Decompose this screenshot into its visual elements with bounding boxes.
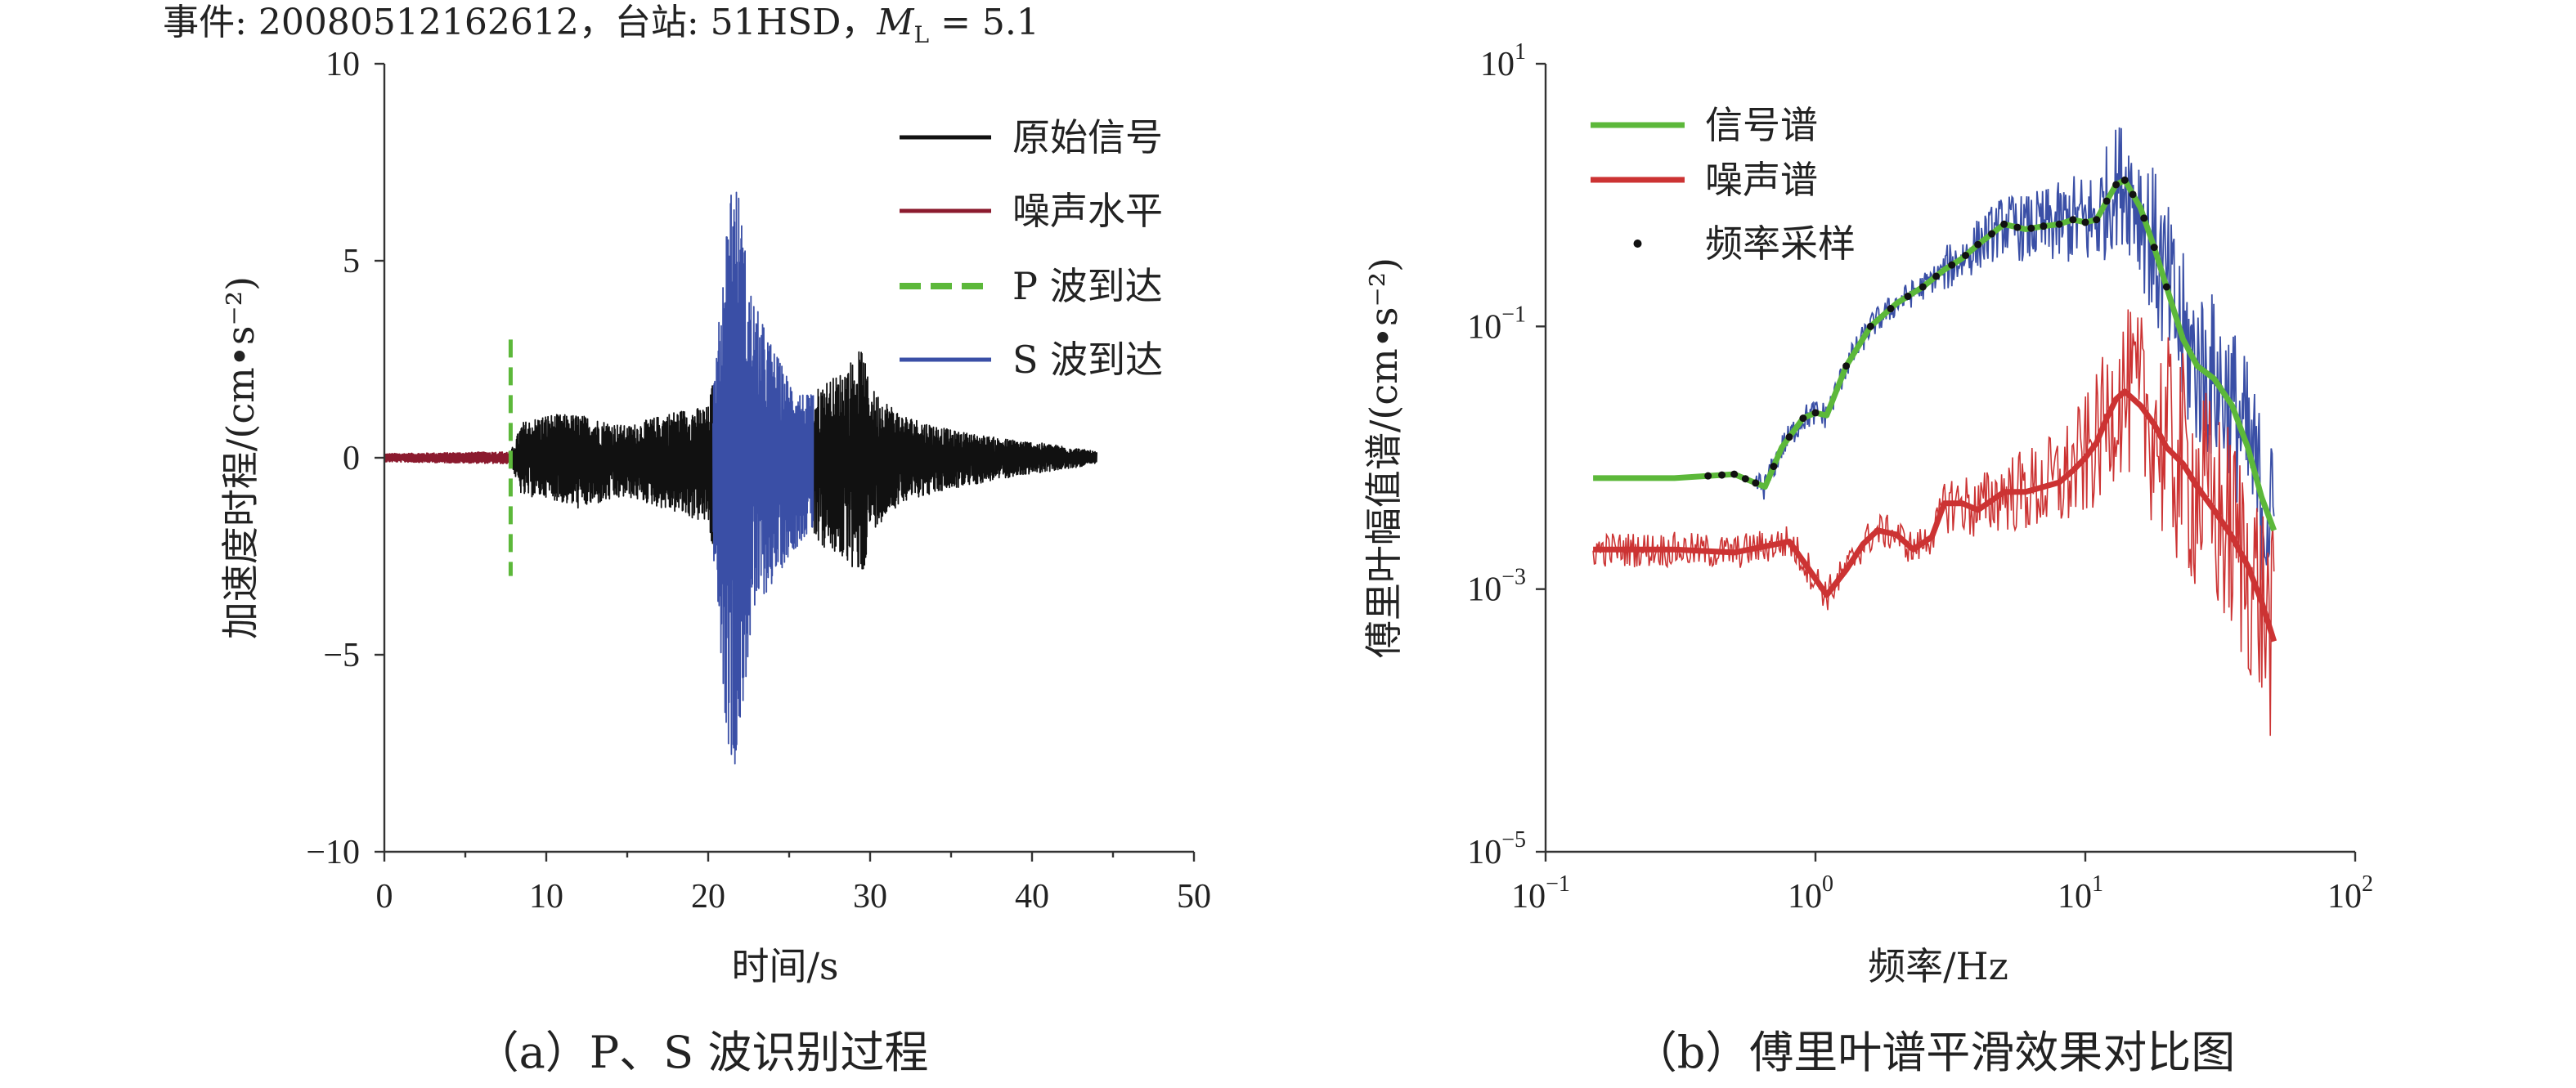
frequency-sample-point [1741,475,1749,483]
chart-a-title: 事件: 20080512162612，台站: 51HSD，ML = 5.1 [163,2,1039,48]
chart-a-y-tick-label: 0 [343,440,360,477]
chart-a-axes: 0 10 20 30 40 50 −10 −5 0 5 10 [306,46,1211,916]
frequency-sample-point [1948,261,1956,269]
frequency-sample-point [2150,244,2158,252]
legend-label-2: 噪声水平 [1012,189,1163,233]
legend-label-1: 原始信号 [1012,115,1163,159]
noise-level-trace [383,450,512,464]
chart-a-x-tick-label: 50 [1177,878,1211,916]
frequency-sample-point [1988,230,1996,238]
frequency-sample-point [1974,240,1982,248]
chart-b-ylabel: 傅里叶幅值谱/(cm•s⁻²) [1362,257,1406,658]
chart-b-y-tick-label: 10−5 [1467,827,1526,871]
frequency-sample-point [2081,218,2089,226]
chart-a-y-tick-label: −5 [323,637,360,674]
frequency-sample-point [1770,463,1778,471]
chart-b-y-tick-label: 10−3 [1467,565,1526,609]
chart-b-x-tick-label: 100 [1788,871,1833,916]
frequency-sample-point [2000,220,2008,228]
chart-a-x-tick-label: 30 [853,878,887,916]
legend-b-label-2: 噪声谱 [1705,158,1818,202]
frequency-sample-point [2027,224,2035,232]
frequency-sample-point [2103,197,2111,205]
frequency-sample-point [2069,216,2077,224]
chart-a-caption: （a）P、S 波识别过程 [475,1027,929,1078]
chart-b-caption: （b）傅里叶谱平滑效果对比图 [1633,1027,2236,1078]
frequency-sample-point [1842,362,1851,370]
chart-a-title-mag-sub: L [913,21,929,48]
chart-b-x-tick-label: 102 [2327,871,2373,916]
frequency-sample-point [2055,220,2063,228]
chart-a-y-tick-label: 5 [343,243,360,280]
noise-spectrum-line [1593,388,2278,643]
frequency-sample-point [2013,223,2022,231]
frequency-sample-point [1887,305,1895,313]
chart-a: 事件: 20080512162612，台站: 51HSD，ML = 5.1 0 1… [163,2,1211,1078]
legend-b-label-3: 频率采样 [1705,222,1856,266]
frequency-sample-point [2140,214,2148,222]
chart-b-y-tick-label: 10−1 [1467,302,1526,346]
raw-signal-trace [509,385,714,544]
chart-b: 10−1 100 101 102 10−5 10−3 10−1 101 频率/Hz 傅里叶幅值… [1362,39,2373,1078]
chart-b-x-tick-label: 10−1 [1511,871,1570,916]
chart-b-y-tick-label: 101 [1480,39,1526,83]
chart-a-ylabel: 加速度时程/(cm•s⁻²) [218,276,263,639]
frequency-sample-point [1962,251,1970,259]
frequency-sample-point [1718,471,1726,479]
noise-raw-spectrum [1592,309,2275,737]
chart-b-plot-area [1592,127,2278,737]
frequency-sample-point [2120,176,2129,184]
signal-raw-spectrum [1754,127,2275,580]
chart-a-plot-area [383,191,1097,765]
chart-a-y-tick-label: 10 [325,46,360,83]
chart-a-x-tick-label: 40 [1015,878,1049,916]
frequency-sample-point [2093,216,2101,224]
chart-a-xlabel: 时间/s [731,944,838,988]
frequency-sample-point [1730,470,1739,478]
frequency-sample-point [2040,222,2048,231]
frequency-sample-point [1704,472,1712,480]
legend-b-label-1: 信号谱 [1705,103,1818,147]
frequency-sample-point [1904,292,1912,300]
chart-a-title-mag-value: = 5.1 [929,2,1039,43]
frequency-sample-point [2112,181,2120,189]
chart-a-y-tick-label: −10 [306,834,360,871]
chart-b-xlabel: 频率/Hz [1868,944,2008,988]
frequency-sample-point [1811,409,1820,417]
frequency-sample-point [1932,272,1941,280]
chart-a-x-tick-label: 10 [529,878,563,916]
chart-a-title-mag-symbol: M [876,2,914,43]
frequency-sample-point [1866,322,1874,330]
frequency-sample-point [2162,283,2170,291]
chart-a-x-tick-label: 0 [376,878,393,916]
chart-a-title-prefix: 事件: 20080512162612，台站: 51HSD， [163,2,877,43]
frequency-sample-point [1919,283,1927,291]
raw-signal-trace [812,351,1097,570]
chart-b-x-tick-label: 101 [2058,871,2103,916]
legend-label-4: S 波到达 [1012,338,1163,382]
frequency-sample-point [1799,414,1807,423]
frequency-sample-point [1752,479,1760,487]
chart-a-x-tick-label: 20 [691,878,725,916]
s-wave-trace [712,191,815,765]
legend-b-swatch-3 [1633,240,1642,248]
frequency-sample-point [2129,190,2137,199]
legend-label-3: P 波到达 [1012,264,1163,308]
frequency-sample-point [1785,433,1793,441]
